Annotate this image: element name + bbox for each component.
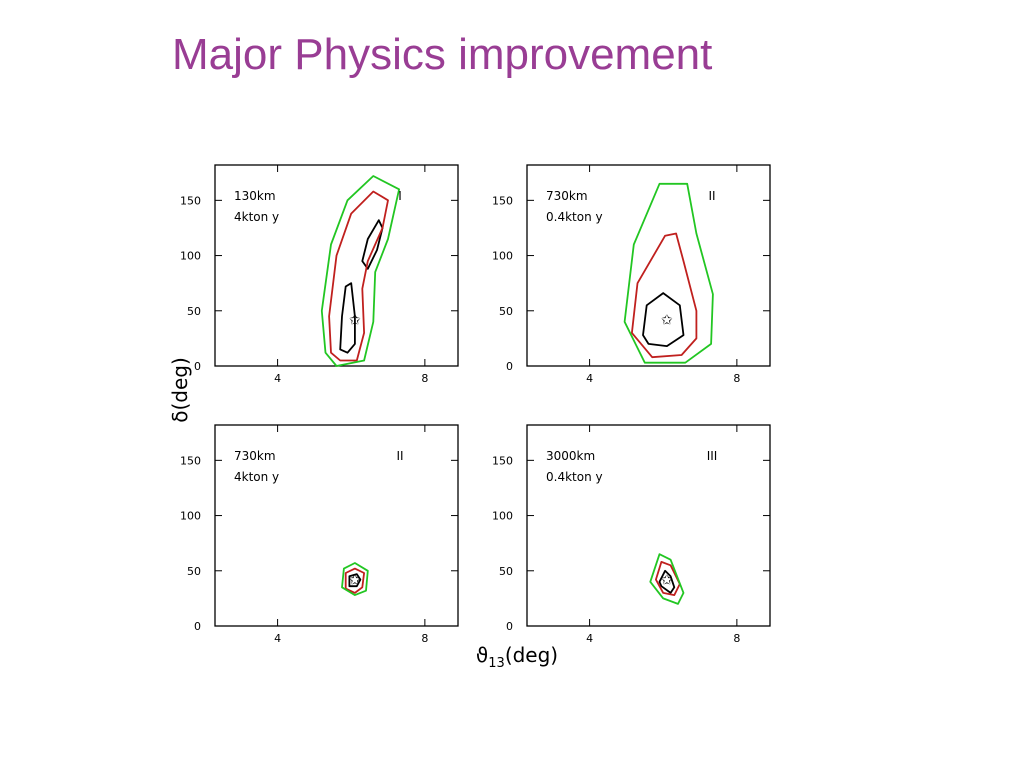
best-fit-star: ✩ [661, 573, 673, 589]
y-tick-label: 150 [492, 194, 513, 207]
y-axis-title: δ(deg) [168, 357, 192, 423]
y-tick-label: 100 [492, 250, 513, 263]
plot-frame [526, 424, 771, 627]
exposure-label: 4kton y [234, 470, 279, 484]
exposure-label: 0.4kton y [546, 210, 603, 224]
x-tick-label: 4 [274, 372, 281, 385]
panel-2: 0 50 100 150 4 8 ✩ 730km 0.4kton y II [492, 164, 771, 385]
contour-level-2 [631, 232, 698, 359]
plot-frame [526, 164, 771, 367]
x-tick-label: 8 [421, 632, 428, 645]
y-tick-label: 50 [187, 305, 201, 318]
contour-level-1 [339, 282, 356, 354]
panel-3: 0 50 100 150 4 8 ✩ 730km 4kton y II [180, 424, 459, 645]
contour-level-1 [658, 569, 676, 594]
panel-4: 0 50 100 150 4 8 ✩ 3000km 0.4kton y III [492, 424, 771, 645]
y-tick-label: 100 [180, 510, 201, 523]
contour-level-3 [649, 553, 685, 605]
x-tick-label: 4 [274, 632, 281, 645]
y-tick-label: 0 [194, 360, 201, 373]
best-fit-star: ✩ [661, 313, 673, 329]
y-tick-label: 150 [180, 194, 201, 207]
baseline-label: 130km [234, 189, 276, 203]
roman-numeral-label: III [707, 449, 718, 463]
y-tick-label: 50 [499, 305, 513, 318]
y-tick-label: 0 [194, 620, 201, 633]
y-tick-label: 50 [187, 565, 201, 578]
y-tick-label: 0 [506, 620, 513, 633]
contour-level-1 [642, 292, 685, 347]
baseline-label: 730km [234, 449, 276, 463]
y-tick-label: 0 [506, 360, 513, 373]
x-tick-label: 4 [586, 372, 593, 385]
baseline-label: 3000km [546, 449, 595, 463]
roman-numeral-label: I [398, 189, 402, 203]
baseline-label: 730km [546, 189, 588, 203]
panels: 0 50 100 150 4 8 ✩ 130km 4kton y I 0 50 100 150 4 8 ✩ 730… [180, 164, 771, 645]
panel-1: 0 50 100 150 4 8 ✩ 130km 4kton y I [180, 164, 459, 385]
x-axis-title: ϑ13(deg) [476, 643, 558, 671]
x-tick-label: 8 [733, 372, 740, 385]
contour-level-2 [344, 567, 365, 594]
contour-level-3 [320, 175, 400, 367]
exposure-label: 0.4kton y [546, 470, 603, 484]
best-fit-star: ✩ [349, 573, 361, 589]
contour-level-1 [348, 573, 362, 588]
roman-numeral-label: II [396, 449, 403, 463]
y-tick-label: 50 [499, 565, 513, 578]
contour-level-3 [341, 562, 369, 596]
contour-level-3 [623, 182, 714, 364]
x-tick-label: 8 [733, 632, 740, 645]
contour-level-2 [328, 190, 389, 362]
exposure-label: 4kton y [234, 210, 279, 224]
x-tick-label: 4 [586, 632, 593, 645]
y-tick-label: 100 [180, 250, 201, 263]
y-tick-label: 150 [492, 454, 513, 467]
y-tick-label: 150 [180, 454, 201, 467]
best-fit-star: ✩ [349, 313, 361, 329]
y-tick-label: 100 [492, 510, 513, 523]
slide-title: Major Physics improvement [172, 30, 713, 79]
roman-numeral-label: II [708, 189, 715, 203]
x-tick-label: 8 [421, 372, 428, 385]
plot-frame [214, 424, 459, 627]
